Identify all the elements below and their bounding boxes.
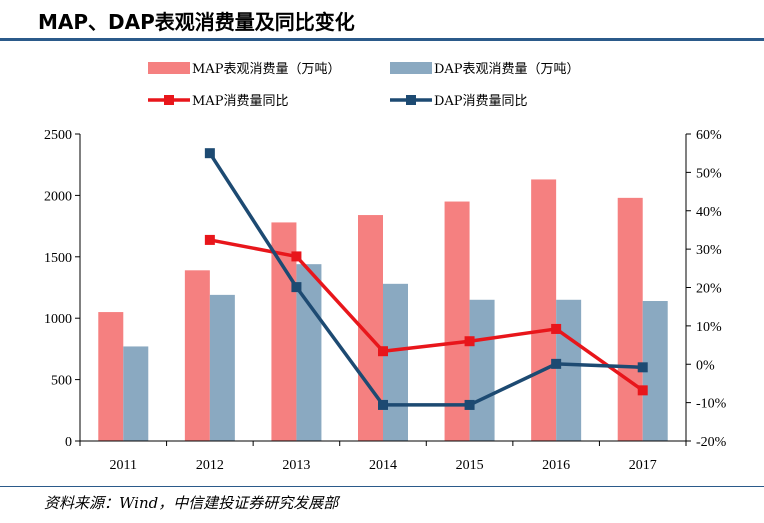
right-tick-label: 60% [696,128,722,143]
dap-bar-2014 [383,283,408,441]
right-tick-label: -10% [696,397,727,412]
map-bar-2011 [98,312,124,441]
right-tick-label: 0% [696,358,715,373]
legend-map-line-marker [164,95,174,105]
dap-yoy-point-1 [291,282,302,293]
left-tick-label: 1000 [44,312,72,327]
dap-bar-2012 [209,294,235,441]
dap-yoy-line [208,152,643,407]
legend-map-bar-label: MAP表观消费量（万吨） [192,62,340,77]
map-yoy-point-3 [464,336,475,347]
title-divider [0,38,764,41]
map-bar-2016 [531,179,557,441]
x-tick-label: 2015 [456,458,484,473]
x-tick-label: 2011 [110,458,137,473]
legend-dap-line-label: DAP消费量同比 [434,94,528,109]
left-tick-label: 500 [51,374,72,389]
map-bar-2012 [184,270,210,441]
x-tick-label: 2017 [629,458,657,473]
right-tick-label: 50% [696,166,722,181]
right-tick-label: 40% [696,205,722,220]
legend-dap-line-marker [406,95,416,105]
dap-bar-2016 [556,299,582,441]
chart-title: MAP、DAP表观消费量及同比变化 [38,10,355,34]
dap-bar-2011 [123,346,149,441]
combo-chart: 0 500 1000 1500 2000 2500 -20% -10% 0% 10% 20% 30% 4… [44,62,727,473]
map-yoy-point-4 [551,323,562,334]
source-divider [0,486,764,487]
left-tick-label: 2500 [44,128,72,143]
x-tick-label: 2016 [542,458,570,473]
right-tick-label: 30% [696,243,722,258]
right-tick-label: 10% [696,320,722,335]
legend-dap-bar-label: DAP表观消费量（万吨） [434,62,580,77]
map-yoy-point-2 [378,346,388,357]
map-bar-2017 [617,197,643,441]
dap-yoy-point-3 [464,399,475,410]
dap-yoy-point-2 [378,399,388,410]
left-tick-label: 1500 [44,251,72,266]
legend-map-line-label: MAP消费量同比 [192,94,288,109]
dap-yoy-point-4 [551,358,562,369]
dap-yoy-point-5 [637,362,648,373]
right-tick-label: 20% [696,282,722,297]
source-note: 资料来源：Wind，中信建投证券研究发展部 [44,494,339,512]
x-tick-label: 2012 [196,458,224,473]
map-yoy-point-1 [291,251,302,262]
x-tick-label: 2013 [282,458,310,473]
legend-map-bar-swatch [148,62,190,74]
map-yoy-point-5 [637,385,648,396]
dap-yoy-point-0 [204,148,215,159]
dap-bar-2015 [469,299,495,441]
map-yoy-line [209,238,644,392]
left-tick-label: 2000 [44,189,72,204]
right-tick-label: -20% [696,435,727,450]
x-tick-label: 2014 [369,458,397,473]
left-tick-label: 0 [65,435,72,450]
legend-dap-bar-swatch [390,62,432,74]
map-yoy-point-0 [204,234,215,245]
